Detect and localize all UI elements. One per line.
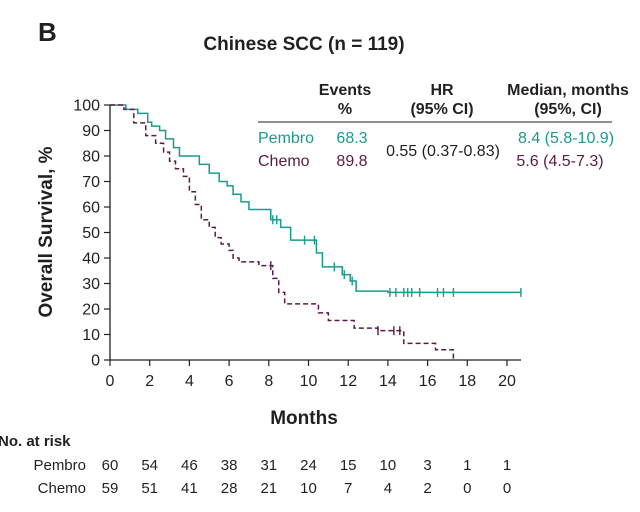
header-hr-line2: (95% CI) (410, 101, 473, 118)
risk-value-chemo: 21 (260, 480, 277, 497)
x-tick-label: 16 (419, 373, 437, 390)
risk-value-chemo: 0 (503, 480, 511, 497)
y-tick-label: 0 (91, 353, 100, 370)
hr-value: 0.55 (0.37-0.83) (386, 143, 500, 160)
risk-value-pembro: 31 (260, 457, 277, 474)
header-median-line1: Median, months (507, 82, 629, 99)
x-tick-label: 18 (458, 373, 476, 390)
x-tick-label: 8 (264, 373, 273, 390)
x-tick-label: 6 (225, 373, 234, 390)
y-tick-label: 60 (82, 200, 100, 217)
series-pembro-line (110, 104, 521, 294)
y-ticks: 0 10 20 30 40 50 60 70 80 90 100 (73, 98, 110, 370)
x-tick-label: 0 (106, 373, 115, 390)
row-pembro-events: 68.3 (336, 130, 367, 147)
risk-row-label-chemo: Chemo (38, 480, 86, 497)
header-events-line2: % (338, 101, 352, 118)
risk-value-pembro: 38 (221, 457, 238, 474)
risk-values: 60 54 46 38 31 24 15 10 3 1 159 51 41 28 21 10 7 4 2 0 0 (102, 457, 512, 497)
risk-value-chemo: 2 (423, 480, 431, 497)
x-tick-label: 10 (300, 373, 318, 390)
row-chemo-arm: Chemo (258, 153, 310, 170)
risk-value-chemo: 7 (344, 480, 352, 497)
y-tick-label: 50 (82, 225, 100, 242)
risk-value-pembro: 46 (181, 457, 198, 474)
risk-value-pembro: 60 (102, 457, 119, 474)
x-tick-label: 2 (145, 373, 154, 390)
y-tick-label: 100 (73, 98, 100, 115)
header-events-line1: Events (319, 82, 372, 99)
y-tick-label: 40 (82, 251, 100, 268)
x-ticks: 0 2 4 6 8 10 12 14 16 18 20 (106, 360, 516, 390)
risk-row-label-pembro: Pembro (33, 457, 86, 474)
row-pembro-median: 8.4 (5.8-10.9) (518, 130, 614, 147)
risk-value-pembro: 15 (340, 457, 357, 474)
row-chemo-median: 5.6 (4.5-7.3) (516, 153, 603, 170)
y-tick-label: 20 (82, 302, 100, 319)
risk-value-chemo: 59 (102, 480, 119, 497)
risk-value-pembro: 24 (300, 457, 317, 474)
panel-label: B (38, 17, 57, 47)
y-axis-label: Overall Survival, % (36, 146, 57, 317)
risk-value-chemo: 10 (300, 480, 317, 497)
row-pembro-arm: Pembro (258, 130, 314, 147)
x-axis-label: Months (270, 408, 338, 429)
risk-value-chemo: 4 (384, 480, 392, 497)
series-chemo-line (110, 104, 455, 360)
header-median-line2: (95%, CI) (534, 101, 602, 118)
y-tick-label: 80 (82, 149, 100, 166)
risk-value-pembro: 54 (141, 457, 158, 474)
x-tick-label: 4 (185, 373, 194, 390)
x-tick-label: 12 (339, 373, 357, 390)
y-tick-label: 70 (82, 174, 100, 191)
risk-value-pembro: 10 (380, 457, 397, 474)
header-hr-line1: HR (430, 82, 454, 99)
risk-value-chemo: 28 (221, 480, 238, 497)
risk-value-chemo: 0 (463, 480, 471, 497)
chart-title: Chinese SCC (n = 119) (203, 34, 404, 55)
row-chemo-events: 89.8 (336, 153, 367, 170)
risk-value-chemo: 51 (141, 480, 158, 497)
y-tick-label: 10 (82, 327, 100, 344)
x-tick-label: 14 (379, 373, 397, 390)
x-tick-label: 20 (498, 373, 516, 390)
risk-value-chemo: 41 (181, 480, 198, 497)
y-tick-label: 30 (82, 276, 100, 293)
risk-value-pembro: 3 (423, 457, 431, 474)
risk-value-pembro: 1 (503, 457, 511, 474)
risk-title: No. at risk (0, 433, 71, 450)
y-tick-label: 90 (82, 123, 100, 140)
survival-curves (110, 104, 522, 360)
risk-value-pembro: 1 (463, 457, 471, 474)
